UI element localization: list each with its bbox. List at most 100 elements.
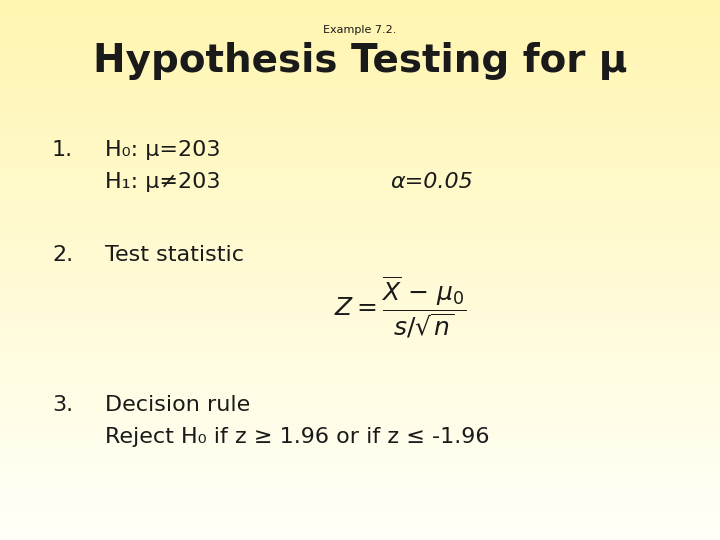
Bar: [0, 481, 720, 483]
Bar: [0, 350, 720, 352]
Bar: [0, 188, 720, 190]
Bar: [0, 99, 720, 102]
Bar: [0, 232, 720, 234]
Bar: [0, 0, 720, 2]
Bar: [0, 447, 720, 449]
Bar: [0, 207, 720, 209]
Bar: [0, 528, 720, 529]
Bar: [0, 2, 720, 4]
Bar: [0, 487, 720, 489]
Bar: [0, 184, 720, 186]
Bar: [0, 49, 720, 51]
Bar: [0, 420, 720, 422]
Text: $\mathit{Z} = \dfrac{\overline{X}\ \mathrm{-}\ \mu_0}{s/\sqrt{n}}$: $\mathit{Z} = \dfrac{\overline{X}\ \math…: [334, 275, 467, 341]
Bar: [0, 97, 720, 99]
Bar: [0, 103, 720, 105]
Bar: [0, 107, 720, 110]
Bar: [0, 466, 720, 468]
Bar: [0, 86, 720, 89]
Bar: [0, 36, 720, 38]
Bar: [0, 76, 720, 78]
Bar: [0, 512, 720, 515]
Bar: [0, 211, 720, 213]
Bar: [0, 238, 720, 240]
Bar: [0, 494, 720, 496]
Bar: [0, 61, 720, 63]
Bar: [0, 525, 720, 528]
Bar: [0, 249, 720, 251]
Bar: [0, 314, 720, 316]
Bar: [0, 342, 720, 344]
Bar: [0, 426, 720, 428]
Bar: [0, 4, 720, 6]
Bar: [0, 158, 720, 160]
Bar: [0, 329, 720, 331]
Bar: [0, 298, 720, 300]
Bar: [0, 9, 720, 11]
Bar: [0, 68, 720, 70]
Bar: [0, 477, 720, 479]
Bar: [0, 32, 720, 33]
Bar: [0, 55, 720, 57]
Bar: [0, 274, 720, 276]
Bar: [0, 437, 720, 438]
Bar: [0, 498, 720, 500]
Bar: [0, 382, 720, 384]
Bar: [0, 116, 720, 118]
Bar: [0, 82, 720, 84]
Bar: [0, 28, 720, 30]
Bar: [0, 205, 720, 207]
Bar: [0, 70, 720, 72]
Bar: [0, 521, 720, 523]
Bar: [0, 270, 720, 272]
Bar: [0, 102, 720, 103]
Text: α=0.05: α=0.05: [390, 172, 473, 192]
Bar: [0, 536, 720, 538]
Bar: [0, 123, 720, 124]
Bar: [0, 502, 720, 504]
Bar: [0, 409, 720, 411]
Bar: [0, 228, 720, 230]
Text: Test statistic: Test statistic: [105, 245, 244, 265]
Bar: [0, 38, 720, 40]
Bar: [0, 285, 720, 287]
Bar: [0, 375, 720, 377]
Text: H₁: μ≠203: H₁: μ≠203: [105, 172, 220, 192]
Bar: [0, 352, 720, 354]
Text: 2.: 2.: [52, 245, 73, 265]
Bar: [0, 57, 720, 59]
Bar: [0, 237, 720, 238]
Bar: [0, 91, 720, 93]
Text: Decision rule: Decision rule: [105, 395, 251, 415]
Bar: [0, 403, 720, 405]
Bar: [0, 12, 720, 15]
Bar: [0, 63, 720, 65]
Bar: [0, 253, 720, 255]
Bar: [0, 303, 720, 306]
Bar: [0, 234, 720, 237]
Bar: [0, 323, 720, 325]
Bar: [0, 59, 720, 61]
Bar: [0, 515, 720, 517]
Bar: [0, 359, 720, 361]
Bar: [0, 430, 720, 433]
Bar: [0, 40, 720, 42]
Bar: [0, 179, 720, 181]
Bar: [0, 72, 720, 74]
Text: 1.: 1.: [52, 140, 73, 160]
Bar: [0, 319, 720, 321]
Bar: [0, 186, 720, 188]
Bar: [0, 33, 720, 36]
Bar: [0, 224, 720, 226]
Bar: [0, 396, 720, 399]
Bar: [0, 282, 720, 285]
Text: Example 7.2.: Example 7.2.: [323, 25, 397, 35]
Bar: [0, 255, 720, 258]
Bar: [0, 504, 720, 507]
Bar: [0, 523, 720, 525]
Bar: [0, 287, 720, 289]
Bar: [0, 445, 720, 447]
Bar: [0, 146, 720, 147]
Bar: [0, 456, 720, 458]
Bar: [0, 198, 720, 200]
